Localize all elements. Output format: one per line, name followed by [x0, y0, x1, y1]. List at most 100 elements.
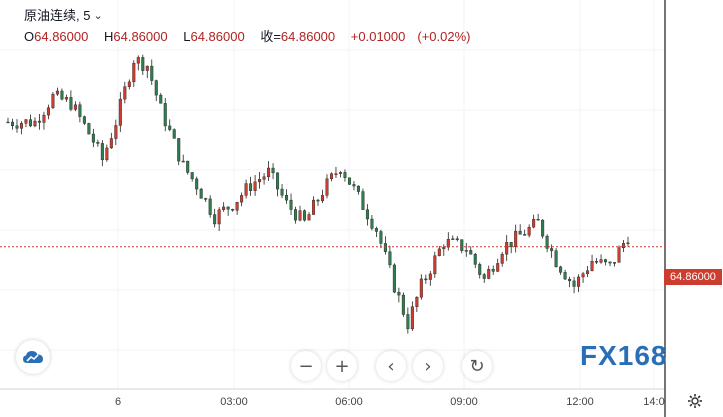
candle-down [172, 129, 176, 139]
candle-up [33, 120, 37, 127]
candle-up [581, 273, 585, 278]
candle-down [554, 250, 558, 268]
candle-down [365, 209, 369, 220]
candle-up [514, 230, 518, 247]
zoom-out-button[interactable]: − [291, 351, 321, 381]
candle-up [42, 114, 46, 123]
candle-down [473, 253, 477, 265]
grid-lines [0, 0, 665, 389]
candle-up [325, 178, 329, 196]
candle-up [267, 167, 271, 178]
candle-down [343, 172, 347, 178]
candle-down [491, 269, 495, 272]
candle-down [186, 160, 190, 173]
gear-icon [688, 394, 702, 408]
candle-up [586, 270, 590, 274]
candle-up [410, 306, 414, 330]
scroll-left-button[interactable]: ‹ [376, 351, 406, 381]
candle-up [626, 242, 630, 244]
ohlc-legend: O64.86000 H64.86000 L64.86000 收=64.86000… [24, 26, 483, 45]
candle-down [177, 138, 181, 162]
candle-down [289, 199, 293, 210]
candle-up [222, 206, 226, 210]
candle-up [500, 254, 504, 264]
candle-down [392, 264, 396, 293]
candle-down [6, 121, 10, 124]
open-key: O [24, 29, 35, 44]
candle-down [356, 185, 360, 192]
candle-down [190, 172, 194, 180]
candle-down [213, 214, 217, 225]
candle-down [159, 94, 163, 104]
x-tick-label: 14:0 [643, 396, 665, 408]
candle-down [401, 294, 405, 315]
candle-up [73, 104, 77, 110]
candle-up [320, 195, 324, 202]
candle-up [415, 296, 419, 307]
candle-down [141, 57, 145, 71]
candle-down [383, 243, 387, 252]
candle-up [527, 226, 531, 236]
candle-down [361, 191, 365, 210]
candle-down [69, 97, 73, 110]
candle-up [532, 218, 536, 228]
candle-down [379, 231, 383, 244]
settings-button[interactable] [684, 391, 706, 411]
x-tick-label: 06:00 [335, 396, 363, 408]
candle-up [613, 262, 617, 264]
candle-down [469, 250, 473, 255]
candle-down [285, 195, 289, 201]
x-tick-label: 09:00 [450, 396, 478, 408]
candle-up [123, 86, 127, 100]
candle-up [51, 93, 55, 108]
candle-down [154, 80, 158, 96]
candle-down [195, 178, 199, 190]
instrument-title: 原油连续, 5 [24, 8, 91, 23]
reset-chart-button[interactable]: ↻ [462, 351, 492, 381]
chevron-down-icon[interactable]: ⌄ [93, 10, 103, 22]
candle-up [577, 276, 581, 287]
candle-down [168, 125, 172, 130]
candle-down [509, 242, 513, 247]
candle-down [559, 266, 563, 273]
x-tick-label: 6 [114, 396, 122, 408]
cloud-button[interactable] [16, 340, 50, 374]
candle-down [397, 291, 401, 296]
close-value: 64.86000 [280, 29, 336, 44]
reset-icon: ↻ [469, 355, 485, 377]
candle-down [352, 184, 356, 187]
candle-up [437, 248, 441, 256]
candle-up [428, 273, 432, 280]
candle-up [505, 242, 509, 255]
candle-up [64, 97, 68, 100]
scroll-right-button[interactable]: › [413, 351, 443, 381]
candle-up [599, 259, 603, 263]
candle-up [464, 250, 468, 252]
chart-legend-title[interactable]: 原油连续, 5 ⌄ [24, 5, 103, 24]
candle-up [217, 209, 221, 225]
candle-up [253, 181, 257, 191]
candle-up [262, 176, 266, 180]
candle-up [496, 263, 500, 272]
candle-down [28, 119, 32, 127]
candle-down [15, 125, 19, 129]
candle-down [541, 219, 545, 237]
candle-up [258, 179, 262, 183]
candle-down [388, 251, 392, 266]
x-tick-label: 12:00 [566, 396, 594, 408]
candle-up [109, 138, 113, 149]
candle-up [442, 246, 446, 250]
low-value: 64.86000 [190, 29, 245, 44]
candle-down [82, 116, 86, 124]
low-key: L [183, 29, 191, 44]
candle-up [55, 90, 59, 95]
candle-up [433, 255, 437, 275]
candle-up [334, 173, 338, 175]
candle-up [419, 278, 423, 298]
zoom-in-button[interactable]: + [327, 351, 357, 381]
candle-up [127, 81, 131, 87]
candle-down [303, 210, 307, 221]
candle-down [78, 104, 82, 117]
candle-down [518, 230, 522, 235]
